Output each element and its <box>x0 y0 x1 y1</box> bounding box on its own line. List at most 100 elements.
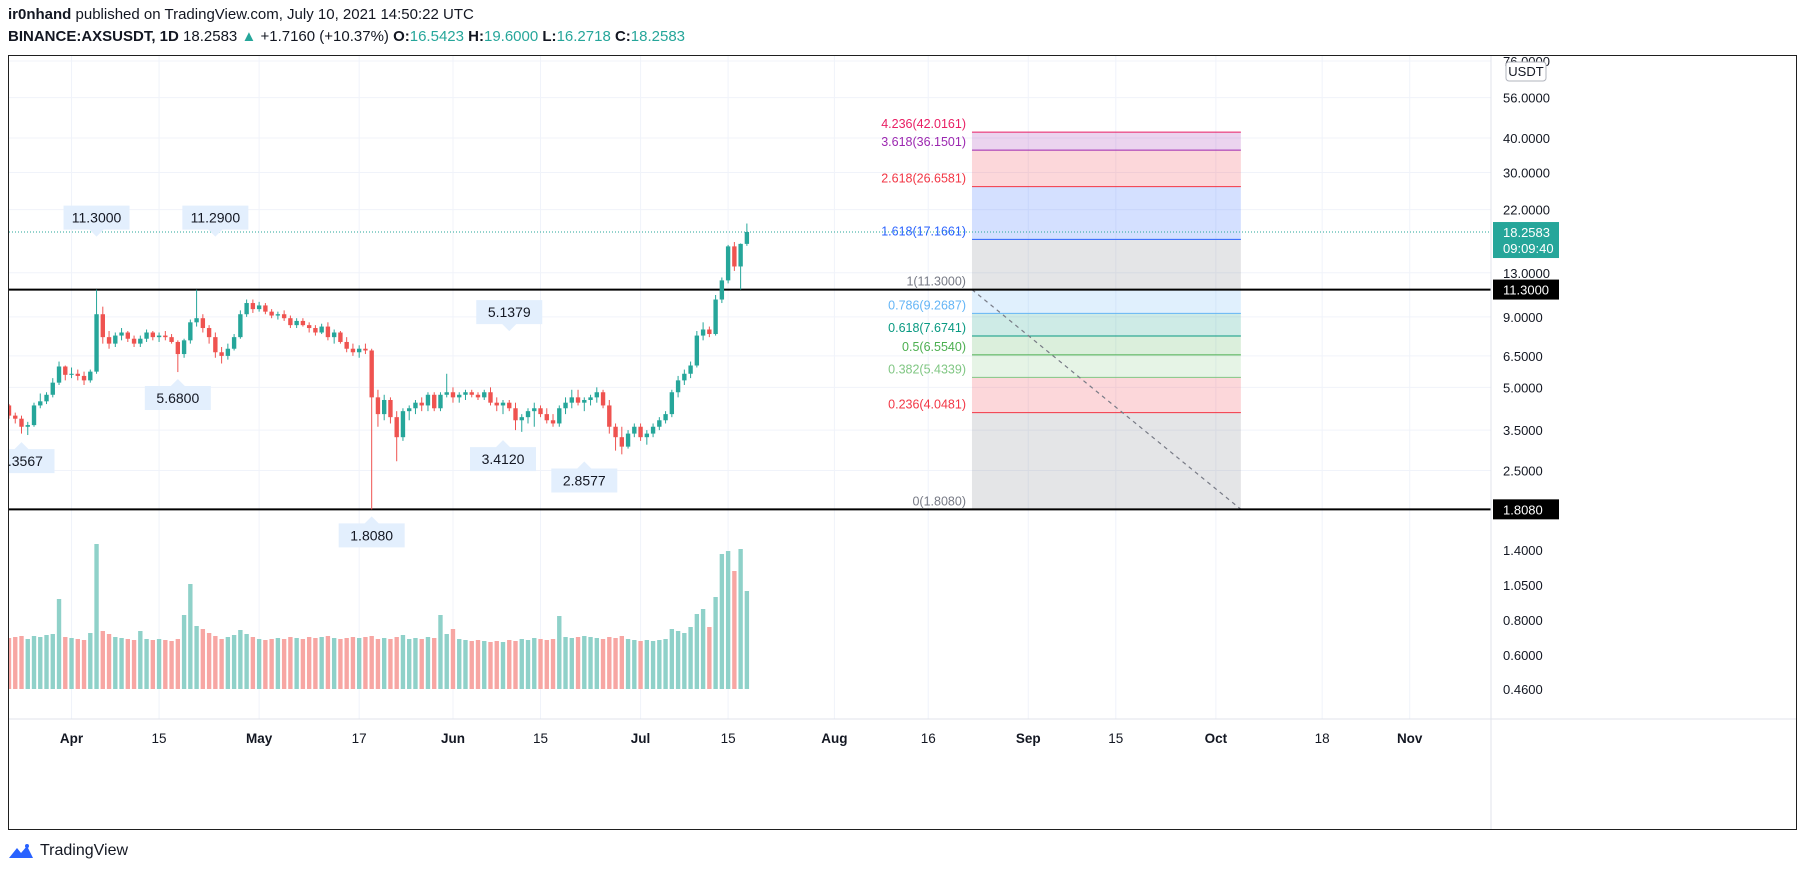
volume-bar <box>688 627 693 689</box>
volume-bar <box>732 571 737 689</box>
callout-box <box>476 300 543 332</box>
candle-body <box>607 405 612 427</box>
candle-body <box>169 337 174 342</box>
price-callout: 2.8577 <box>551 461 618 493</box>
volume-bar <box>494 641 499 689</box>
candle-body <box>625 433 631 447</box>
volume-bar <box>94 544 99 689</box>
time-tick-label: Sep <box>1016 731 1041 746</box>
time-tick-label: 15 <box>1108 731 1123 746</box>
candle-body <box>382 399 387 415</box>
price-chart[interactable]: 4.236(42.0161) 3.618(36.1501) 2.618(26.658… <box>0 54 1796 829</box>
candle-body <box>507 402 512 409</box>
candle-body <box>400 411 406 438</box>
volume-bar <box>344 638 349 689</box>
candle-body <box>256 305 262 310</box>
candle-body <box>675 380 681 393</box>
low-label: L: <box>542 28 557 45</box>
symbol-label[interactable]: BINANCE:AXSUSDT, 1D <box>8 28 179 45</box>
candle-body <box>250 303 256 310</box>
volume-bar <box>25 639 30 689</box>
author-name[interactable]: ir0nhand <box>8 6 72 23</box>
volume-bar <box>619 636 624 689</box>
volume-bar <box>188 584 193 689</box>
volume-bar <box>600 639 606 689</box>
volume-bar <box>256 639 262 689</box>
time-tick-label: Jun <box>441 731 465 746</box>
candle-body <box>500 402 506 406</box>
candle-body <box>306 325 312 329</box>
low-value: 16.2718 <box>556 28 611 45</box>
badge-value: 11.3000 <box>1503 283 1549 298</box>
candle-body <box>31 405 37 426</box>
up-arrow-icon: ▲ <box>241 28 257 45</box>
candle-body <box>613 426 618 438</box>
candle-body <box>156 335 162 338</box>
horizontal-lines[interactable] <box>9 231 1491 511</box>
time-tick-label: 15 <box>533 731 548 746</box>
volume-bar <box>194 626 199 689</box>
fib-trend-line <box>971 289 1242 510</box>
candle-body <box>294 320 299 326</box>
volume-bar <box>419 639 424 689</box>
volume-bar <box>313 638 318 689</box>
volume-bar <box>300 639 306 689</box>
candle-body <box>200 318 206 329</box>
candle-body <box>525 411 531 418</box>
volume-bar <box>532 638 537 689</box>
volume-bar <box>356 638 362 689</box>
volume-bar <box>63 637 68 689</box>
candle-body <box>331 332 337 338</box>
candle-body <box>38 401 43 406</box>
volume-bar <box>119 638 124 689</box>
published-text: published on TradingView.com, July 10, 2… <box>75 6 474 23</box>
candle-body <box>632 426 637 434</box>
volume-bar <box>325 636 331 689</box>
volume-tick-label: 1.4000 <box>1503 543 1543 558</box>
volume-bar <box>331 638 337 689</box>
volume-bar <box>38 637 43 689</box>
candle-body <box>713 299 718 335</box>
time-tick-label: Nov <box>1397 731 1423 746</box>
candle-body <box>219 352 224 356</box>
candles <box>6 223 750 510</box>
fib-zone <box>971 335 1241 355</box>
volume-bar <box>281 639 287 689</box>
candle-body <box>638 426 643 438</box>
price-tick-label: 40.0000 <box>1503 131 1550 146</box>
volume-bar <box>175 639 181 689</box>
candle-body <box>388 399 393 418</box>
volume-bar <box>319 637 324 689</box>
candle-body <box>650 426 656 434</box>
tradingview-logo[interactable]: TradingView <box>8 842 128 860</box>
candle-body <box>432 394 437 409</box>
candle-body <box>544 414 549 421</box>
price-tick-label: 3.5000 <box>1503 423 1543 438</box>
callout-box <box>182 205 249 237</box>
volume-bar <box>338 639 343 689</box>
fib-level-label: 1.618(17.1661) <box>881 224 966 238</box>
chart-frame[interactable]: 4.236(42.0161) 3.618(36.1501) 2.618(26.658… <box>0 54 1797 830</box>
badge-value: 18.2583 <box>1503 225 1550 240</box>
volume-bar <box>69 638 74 689</box>
volume-bar <box>675 631 681 689</box>
candle-body <box>6 405 12 416</box>
price-callout: 3.3567 <box>0 442 55 474</box>
callout-box <box>144 379 211 411</box>
volume-bar <box>557 616 562 689</box>
volume-bar <box>219 639 224 689</box>
price-axis[interactable]: 76.000056.000040.000030.000022.000013.00… <box>1490 54 1550 829</box>
volume-bar <box>438 615 443 689</box>
fib-level-label: 2.618(26.6581) <box>881 172 966 186</box>
candle-body <box>181 340 187 355</box>
fibonacci-extension[interactable]: 4.236(42.0161) 3.618(36.1501) 2.618(26.658… <box>881 117 1242 510</box>
candle-body <box>550 420 556 424</box>
candle-body <box>225 348 231 356</box>
volume-bar <box>525 640 531 689</box>
candle-body <box>725 246 731 281</box>
fib-level-label: 1(11.3000) <box>906 275 966 289</box>
volume-bar <box>544 640 549 689</box>
time-axis[interactable]: Apr 15 May 17 Jun 15 Jul 15 Aug 16 Sep 15 Oct 18 Nov <box>9 718 1796 746</box>
